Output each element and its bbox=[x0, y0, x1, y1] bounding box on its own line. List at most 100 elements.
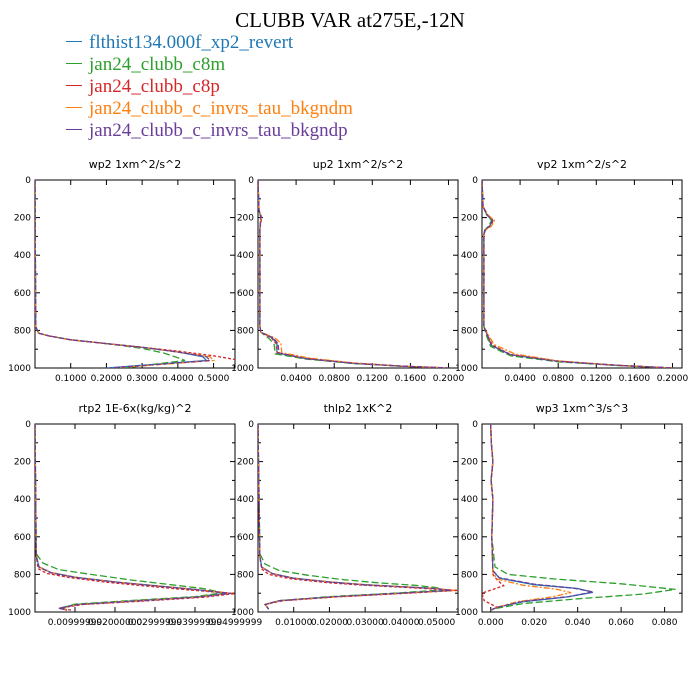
subplot-title: wp3 1xm^3/s^3 bbox=[536, 402, 629, 415]
x-tick-label: 0.0800 bbox=[318, 374, 350, 384]
legend-label: jan24_clubb_c8p bbox=[89, 76, 220, 97]
x-tick-label: 0.5000 bbox=[198, 374, 230, 384]
y-tick-label: 600 bbox=[461, 533, 478, 543]
y-tick-label: 600 bbox=[14, 289, 31, 299]
legend-item: jan24_clubb_c8p bbox=[66, 76, 353, 98]
y-tick-label: 0 bbox=[248, 420, 254, 430]
series-line-2 bbox=[35, 424, 235, 611]
legend-item: jan24_clubb_c_invrs_tau_bkgndm bbox=[66, 98, 353, 120]
x-tick-label: 0.1200 bbox=[357, 374, 389, 384]
series-line-4 bbox=[482, 180, 673, 368]
series-line-0 bbox=[258, 424, 451, 610]
subplot-title: thlp2 1xK^2 bbox=[324, 402, 393, 415]
x-tick-label: 0.00999999 bbox=[48, 618, 103, 628]
series-line-4 bbox=[490, 424, 594, 611]
y-tick-label: 200 bbox=[461, 458, 478, 468]
series-line-0 bbox=[490, 424, 594, 611]
x-tick-label: 0.02999999 bbox=[128, 618, 183, 628]
x-tick-label: 0.03000 bbox=[347, 618, 384, 628]
y-tick-label: 800 bbox=[237, 326, 254, 336]
legend-label: jan24_clubb_c8m bbox=[89, 54, 226, 75]
legend-swatch bbox=[66, 41, 82, 43]
y-tick-label: 400 bbox=[237, 495, 254, 505]
x-tick-label: 0.060 bbox=[608, 618, 634, 628]
x-tick-label: 0.000 bbox=[478, 618, 504, 628]
y-tick-label: 1000 bbox=[8, 364, 31, 374]
x-tick-label: 0.04999999 bbox=[208, 618, 263, 628]
series-line-2 bbox=[258, 180, 449, 368]
legend-item: flthist134.000f_xp2_revert bbox=[66, 32, 353, 54]
y-tick-label: 800 bbox=[461, 570, 478, 580]
subplot-title: rtp2 1E-6x(kg/kg)^2 bbox=[79, 402, 192, 415]
legend-label: flthist134.000f_xp2_revert bbox=[89, 32, 294, 53]
series-line-0 bbox=[35, 180, 208, 368]
series-line-0 bbox=[258, 180, 449, 368]
subplot-title: vp2 1xm^2/s^2 bbox=[537, 158, 627, 171]
y-tick-label: 0 bbox=[25, 420, 31, 430]
subplot: thlp2 1xK^2 0 200 400 600 800 1000 0.010000.020… bbox=[231, 402, 459, 628]
series-line-1 bbox=[258, 424, 444, 610]
y-tick-label: 200 bbox=[237, 458, 254, 468]
series-line-4 bbox=[258, 424, 451, 610]
y-tick-label: 600 bbox=[237, 533, 254, 543]
x-tick-label: 0.04000 bbox=[382, 618, 419, 628]
legend-swatch bbox=[66, 107, 82, 109]
plot-frame bbox=[481, 179, 683, 369]
subplot: vp2 1xm^2/s^2 0 200 400 600 800 1000 0.0400 0.08… bbox=[455, 158, 688, 384]
legend-label: jan24_clubb_c_invrs_tau_bkgndm bbox=[89, 98, 353, 119]
subplot: up2 1xm^2/s^2 0 200 400 600 800 1000 0.0400 0.08… bbox=[231, 158, 464, 384]
x-tick-label: 0.02000 bbox=[311, 618, 348, 628]
series-line-1 bbox=[35, 180, 186, 368]
x-tick-label: 0.2000 bbox=[657, 374, 689, 384]
y-tick-label: 800 bbox=[237, 570, 254, 580]
y-tick-label: 1000 bbox=[231, 364, 254, 374]
legend-swatch bbox=[66, 129, 82, 131]
y-tick-label: 600 bbox=[461, 289, 478, 299]
series-line-1 bbox=[482, 180, 673, 368]
x-tick-label: 0.03999999 bbox=[168, 618, 223, 628]
series-line-2 bbox=[35, 180, 235, 363]
subplot: rtp2 1E-6x(kg/kg)^2 0 200 400 600 800 1000 0.00… bbox=[8, 402, 262, 628]
legend-swatch bbox=[66, 63, 82, 65]
y-tick-label: 200 bbox=[14, 214, 31, 224]
x-tick-label: 0.1600 bbox=[619, 374, 651, 384]
y-tick-label: 400 bbox=[461, 251, 478, 261]
series-line-3 bbox=[490, 424, 572, 611]
plot-frame bbox=[481, 423, 683, 613]
y-tick-label: 200 bbox=[461, 214, 478, 224]
y-tick-label: 400 bbox=[14, 251, 31, 261]
y-tick-label: 400 bbox=[461, 495, 478, 505]
legend: flthist134.000f_xp2_revert jan24_clubb_c… bbox=[66, 32, 353, 142]
series-line-4 bbox=[258, 180, 449, 368]
series-line-4 bbox=[35, 424, 232, 611]
x-tick-label: 0.2000 bbox=[433, 374, 465, 384]
legend-item: jan24_clubb_c_invrs_tau_bkgndp bbox=[66, 120, 353, 142]
subplot-title: up2 1xm^2/s^2 bbox=[313, 158, 404, 171]
legend-item: jan24_clubb_c8m bbox=[66, 54, 353, 76]
y-tick-label: 200 bbox=[14, 458, 31, 468]
x-tick-label: 0.4000 bbox=[162, 374, 194, 384]
series-line-1 bbox=[490, 424, 676, 611]
legend-swatch bbox=[66, 85, 82, 87]
subplot-title: wp2 1xm^2/s^2 bbox=[89, 158, 182, 171]
x-tick-label: 0.020 bbox=[521, 618, 547, 628]
series-line-2 bbox=[482, 180, 673, 368]
plot-frame bbox=[257, 179, 459, 369]
y-tick-label: 0 bbox=[472, 420, 478, 430]
series-line-0 bbox=[482, 180, 673, 368]
y-tick-label: 800 bbox=[14, 570, 31, 580]
y-tick-label: 200 bbox=[237, 214, 254, 224]
series-line-3 bbox=[35, 180, 216, 368]
y-tick-label: 800 bbox=[14, 326, 31, 336]
y-tick-label: 0 bbox=[472, 176, 478, 186]
x-tick-label: 0.040 bbox=[565, 618, 591, 628]
y-tick-label: 1000 bbox=[231, 608, 254, 618]
x-tick-label: 0.1600 bbox=[395, 374, 427, 384]
y-tick-label: 1000 bbox=[455, 608, 478, 618]
y-tick-label: 800 bbox=[461, 326, 478, 336]
x-tick-label: 0.0400 bbox=[280, 374, 312, 384]
x-tick-label: 0.1000 bbox=[55, 374, 87, 384]
series-line-4 bbox=[35, 180, 212, 368]
